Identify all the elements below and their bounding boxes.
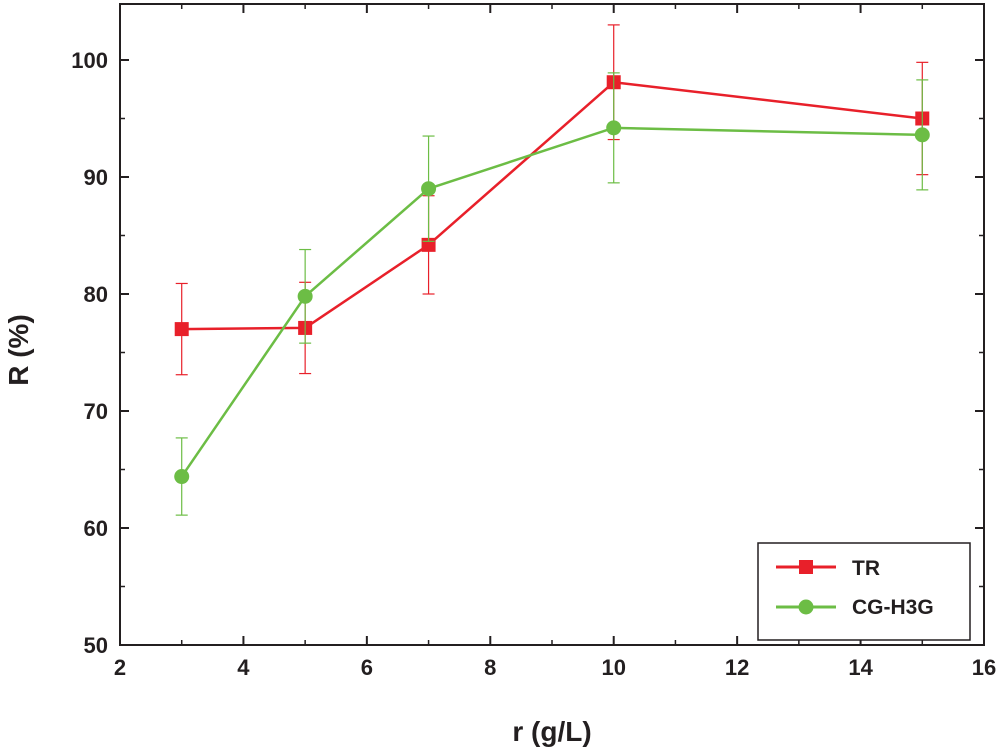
series-line-tr bbox=[181, 80, 923, 331]
x-axis-ticks: 2 4 6 8 10 12 14 16 bbox=[114, 4, 996, 680]
data-point bbox=[297, 288, 313, 304]
x-tick-label: 8 bbox=[484, 655, 496, 680]
y-tick-label: 60 bbox=[84, 516, 108, 541]
x-tick-label: 6 bbox=[361, 655, 373, 680]
legend-marker-tr bbox=[799, 560, 813, 574]
y-axis-ticks: 50 60 70 80 90 100 bbox=[71, 48, 984, 658]
x-tick-label: 2 bbox=[114, 655, 126, 680]
x-tick-label: 14 bbox=[848, 655, 873, 680]
y-tick-label: 50 bbox=[84, 633, 108, 658]
y-tick-label: 90 bbox=[84, 165, 108, 190]
legend-label-tr: TR bbox=[852, 557, 880, 580]
y-axis-title: R (%) bbox=[3, 314, 34, 386]
y-tick-label: 80 bbox=[84, 282, 108, 307]
data-point bbox=[174, 322, 189, 337]
legend: TR CG-H3G bbox=[757, 542, 971, 641]
y-tick-label: 70 bbox=[84, 399, 108, 424]
data-point bbox=[421, 181, 437, 197]
data-point bbox=[914, 127, 930, 143]
series-cg-h3g bbox=[174, 72, 930, 516]
x-tick-label: 12 bbox=[725, 655, 749, 680]
x-tick-label: 10 bbox=[601, 655, 625, 680]
series-line-cg-h3g bbox=[180, 126, 923, 478]
series-layer bbox=[174, 24, 930, 516]
legend-label-cg-h3g: CG-H3G bbox=[852, 596, 934, 619]
x-axis-title: r (g/L) bbox=[512, 716, 591, 747]
y-tick-label: 100 bbox=[71, 48, 108, 73]
legend-box bbox=[757, 542, 971, 641]
x-tick-label: 4 bbox=[237, 655, 250, 680]
data-point bbox=[606, 120, 622, 136]
legend-marker-cg-h3g bbox=[798, 599, 814, 615]
x-tick-label: 16 bbox=[972, 655, 996, 680]
data-point bbox=[174, 469, 190, 485]
